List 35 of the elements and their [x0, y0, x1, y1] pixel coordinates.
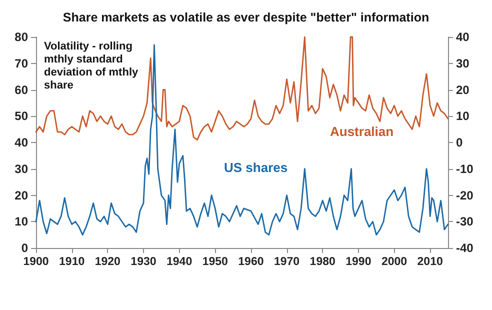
- x-tick-label: 1970: [274, 256, 300, 268]
- x-tick-label: 2000: [381, 256, 408, 268]
- y-tick-label: 20: [14, 188, 28, 202]
- x-tick-label: 1920: [94, 256, 120, 268]
- annotation: Volatility - rolling mthly standard deviation of mthly share: [44, 40, 142, 92]
- y2-tick-label: -30: [456, 214, 474, 229]
- x-tick-label: 1900: [23, 256, 49, 268]
- y2-tick-label: -10: [456, 162, 474, 176]
- line-series: [35, 36, 449, 141]
- y2-tick-label: 10: [456, 109, 470, 124]
- y2-tick-label: 20: [456, 82, 470, 97]
- y2-tick-label: -40: [456, 241, 474, 255]
- x-tick-label: 1960: [238, 256, 264, 268]
- x-tick-label: 1910: [59, 256, 85, 268]
- series-label: Australian: [330, 124, 394, 139]
- y-tick-label: 0: [21, 241, 28, 255]
- y-tick-label: 70: [14, 56, 28, 70]
- y2-tick-label: -20: [456, 188, 474, 202]
- y2-tick-label: 30: [456, 56, 470, 70]
- x-tick-label: 1980: [310, 256, 336, 268]
- x-tick-label: 1930: [130, 256, 156, 268]
- y-tick-label: 10: [14, 214, 28, 229]
- chart-title: Share markets as volatile as ever despite "better" information: [62, 10, 430, 24]
- x-tick-label: 1940: [166, 256, 192, 268]
- y-tick-label: 60: [14, 82, 28, 97]
- x-tick-label: 2010: [417, 256, 443, 268]
- x-tick-label: 1990: [346, 256, 372, 268]
- y-tick-label: 50: [14, 109, 28, 124]
- y-tick-label: 30: [14, 162, 28, 176]
- y2-tick-label: 40: [456, 30, 470, 44]
- series-label: US shares: [224, 160, 288, 175]
- y2-tick-label: 0: [456, 136, 463, 150]
- y-tick-label: 80: [14, 30, 28, 44]
- x-tick-label: 1950: [202, 256, 228, 268]
- y-tick-label: 40: [14, 136, 28, 150]
